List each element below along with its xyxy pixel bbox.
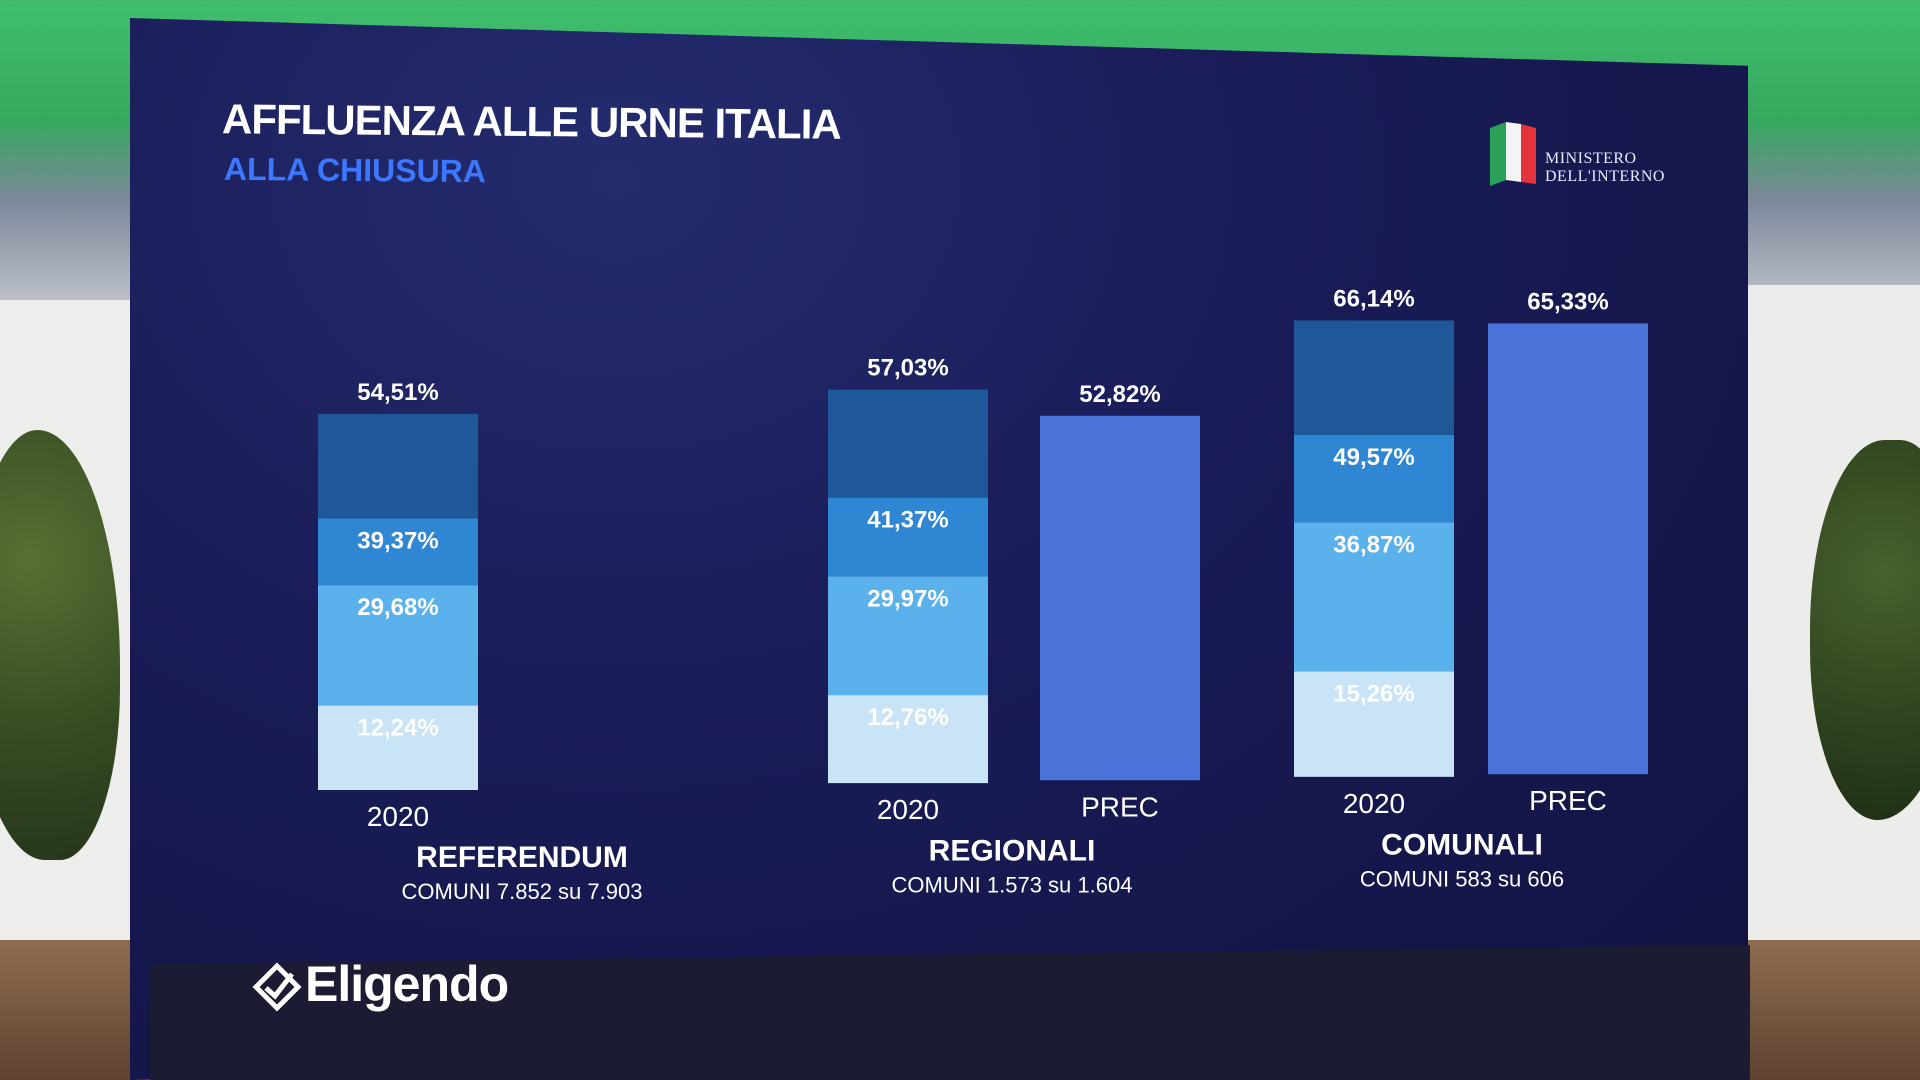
bar-value-label: 12,76% xyxy=(867,704,948,731)
bar-segment-regionali-2020-2 xyxy=(828,497,988,577)
plant-right xyxy=(1810,440,1920,820)
bar-segment-comunali-2020-0 xyxy=(1294,671,1454,777)
ministry-line-1: MINISTERO xyxy=(1545,150,1637,167)
bar-segment-comunali-2020-1 xyxy=(1294,522,1454,672)
bar-value-label: 54,51% xyxy=(357,379,438,406)
bar-value-label: 39,37% xyxy=(357,527,438,554)
group-name: REFERENDUM xyxy=(416,841,628,874)
bar-segment-comunali-2020-3 xyxy=(1294,320,1454,435)
bar-value-label: 65,33% xyxy=(1527,288,1608,315)
group-name: COMUNALI xyxy=(1381,829,1543,862)
group-detail: COMUNI 583 su 606 xyxy=(1360,867,1564,892)
bar-category-label: PREC xyxy=(1081,791,1159,822)
bar-value-label: 66,14% xyxy=(1333,285,1414,312)
bar-segment-regionali-2020-0 xyxy=(828,695,988,784)
group-detail: COMUNI 7.852 su 7.903 xyxy=(402,879,643,904)
bar-segment-referendum-2020-3 xyxy=(318,413,478,519)
bar-value-label: 49,57% xyxy=(1333,444,1414,471)
bar-category-label: 2020 xyxy=(1343,788,1405,819)
eligendo-logo-icon xyxy=(252,962,302,1012)
bar-value-label: 15,26% xyxy=(1333,681,1414,708)
bar-value-label: 36,87% xyxy=(1333,531,1414,558)
bar-segment-regionali-2020-1 xyxy=(828,576,988,696)
bar-segment-referendum-2020-2 xyxy=(318,518,478,586)
bar-regionali-prec xyxy=(1040,415,1200,781)
group-name: REGIONALI xyxy=(929,835,1096,868)
bar-segment-referendum-2020-1 xyxy=(318,585,478,706)
bar-comunali-prec xyxy=(1488,323,1648,775)
italian-flag-icon xyxy=(1490,122,1536,186)
bar-value-label: 57,03% xyxy=(867,355,948,382)
bar-segment-comunali-2020-2 xyxy=(1294,434,1454,523)
screen-bottom-band xyxy=(150,945,1750,1080)
group-detail: COMUNI 1.573 su 1.604 xyxy=(892,873,1133,898)
bar-value-label: 12,24% xyxy=(357,715,438,742)
bar-value-label: 41,37% xyxy=(867,507,948,534)
bar-segment-regionali-2020-3 xyxy=(828,389,988,498)
brand-name: Eligendo xyxy=(305,956,509,1012)
bar-value-label: 29,68% xyxy=(357,594,438,621)
bar-segment-referendum-2020-0 xyxy=(318,705,478,790)
bar-category-label: 2020 xyxy=(877,794,939,825)
bar-value-label: 52,82% xyxy=(1079,381,1160,408)
bar-value-label: 29,97% xyxy=(867,585,948,612)
bar-category-label: PREC xyxy=(1529,785,1607,816)
ministry-name: MINISTERO DELL'INTERNO xyxy=(1545,150,1665,186)
bar-category-label: 2020 xyxy=(367,801,429,832)
ministry-line-2: DELL'INTERNO xyxy=(1545,168,1665,185)
